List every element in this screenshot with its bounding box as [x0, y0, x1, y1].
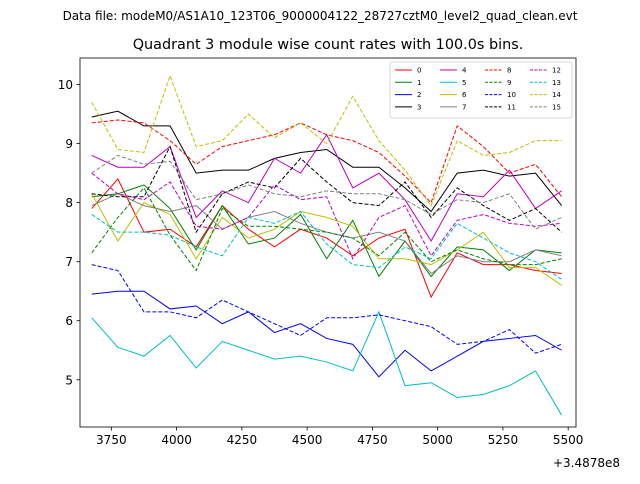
- legend-label-13: 13: [552, 79, 561, 87]
- series-line-12: [91, 172, 562, 260]
- series-line-5: [91, 310, 563, 416]
- x-tick-label: 4500: [292, 433, 323, 447]
- x-tick-label: 5250: [488, 433, 519, 447]
- legend-label-0: 0: [417, 67, 421, 75]
- series-line-8: [91, 119, 563, 204]
- axes-frame: [79, 57, 577, 428]
- x-tick-label: 5500: [553, 433, 584, 447]
- x-offset-text: +3.4878e8: [553, 456, 620, 470]
- x-tick-label: 4250: [227, 433, 258, 447]
- y-tick-label: 8: [65, 196, 73, 210]
- legend-label-10: 10: [507, 91, 516, 99]
- series-line-7: [91, 193, 562, 275]
- legend-label-1: 1: [417, 79, 421, 87]
- legend-box: [389, 61, 573, 119]
- legend-label-3: 3: [417, 104, 421, 112]
- y-tick-label: 5: [65, 373, 73, 387]
- legend-label-12: 12: [552, 67, 561, 75]
- legend-label-14: 14: [552, 91, 561, 99]
- series-line-0: [91, 178, 562, 299]
- series-line-15: [91, 154, 562, 230]
- legend-label-7: 7: [462, 104, 466, 112]
- plot-area: 3750 4000 4250 4500 4750 5000 5250 5500 5 6 7 8 9 10 0…: [58, 57, 584, 447]
- legend-label-2: 2: [417, 91, 421, 99]
- legend-label-6: 6: [462, 91, 467, 99]
- series-line-11: [91, 145, 562, 234]
- y-tick-label: 7: [65, 255, 73, 269]
- legend-label-15: 15: [552, 104, 561, 112]
- series-line-6: [91, 193, 562, 286]
- legend-label-4: 4: [462, 67, 467, 75]
- y-tick-label: 10: [58, 78, 73, 92]
- legend-label-5: 5: [462, 79, 466, 87]
- legend-label-9: 9: [507, 79, 511, 87]
- series-line-14: [91, 74, 562, 207]
- x-tick-label: 4000: [161, 433, 192, 447]
- y-tick-label: 9: [65, 137, 73, 151]
- x-tick-label: 3750: [96, 433, 127, 447]
- x-tick-label: 5000: [422, 433, 453, 447]
- series-line-1: [91, 184, 562, 278]
- suptitle: Data file: modeM0/AS1A10_123T06_90000041…: [63, 9, 578, 23]
- series-line-13: [91, 210, 562, 280]
- legend-label-11: 11: [507, 104, 516, 112]
- chart-title: Quadrant 3 module wise count rates with …: [133, 37, 524, 53]
- series-line-3: [91, 110, 563, 213]
- series-line-10: [91, 264, 562, 354]
- y-tick-label: 6: [65, 314, 73, 328]
- legend-label-8: 8: [507, 67, 511, 75]
- x-tick-label: 4750: [357, 433, 388, 447]
- series-line-9: [91, 187, 562, 272]
